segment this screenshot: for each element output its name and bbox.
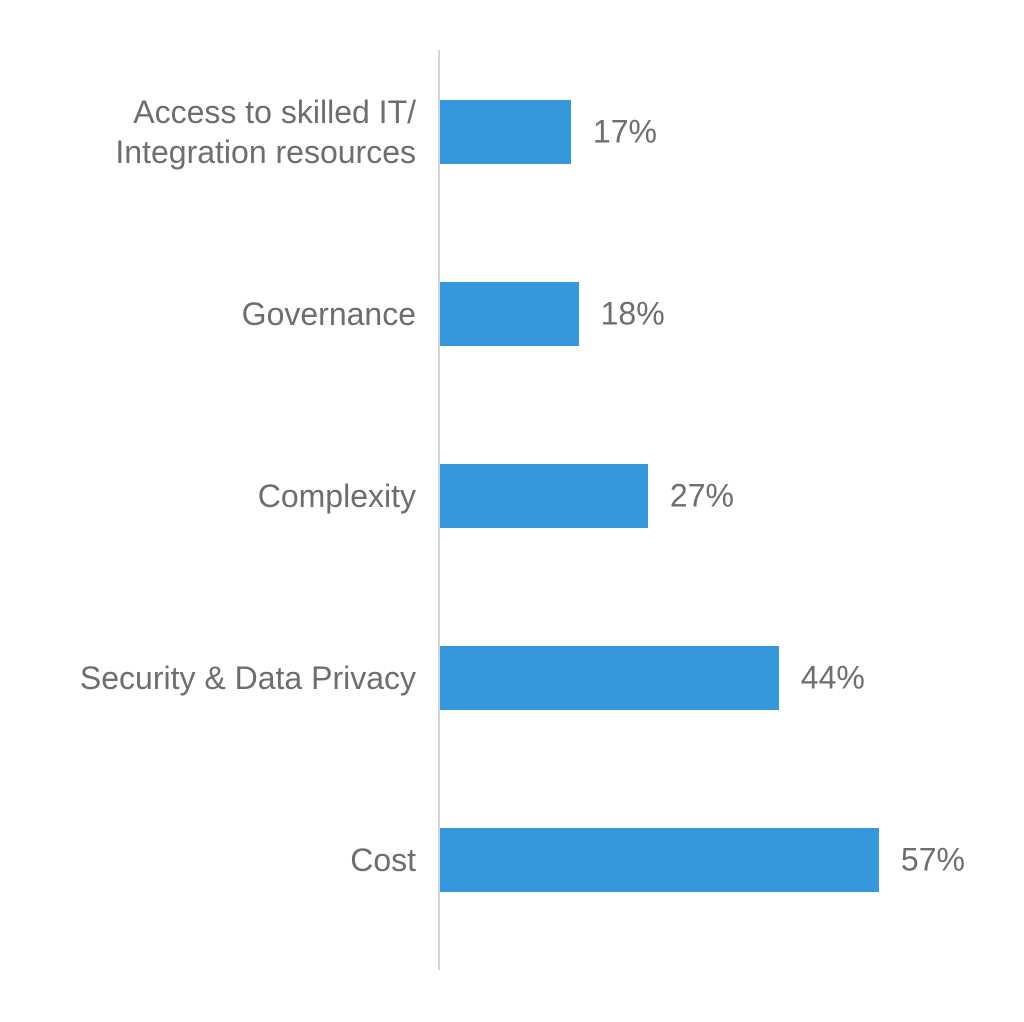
horizontal-bar-chart: Access to skilled IT/ Integration resour… [0, 50, 1024, 970]
bar-row: Complexity 27% [0, 464, 1024, 528]
bar [440, 464, 648, 528]
bar-value: 17% [593, 114, 657, 151]
bar-value: 57% [901, 842, 965, 879]
bar-row: Security & Data Privacy 44% [0, 646, 1024, 710]
bar-value: 18% [601, 296, 665, 333]
bar [440, 646, 779, 710]
bar-row: Governance 18% [0, 282, 1024, 346]
bar-value: 44% [801, 660, 865, 697]
bar-row: Access to skilled IT/ Integration resour… [0, 100, 1024, 164]
bar-label: Complexity [258, 476, 416, 516]
bar [440, 100, 571, 164]
bar-row: Cost 57% [0, 828, 1024, 892]
bar-label: Access to skilled IT/ Integration resour… [115, 92, 416, 172]
bar-label: Governance [242, 294, 416, 334]
bar [440, 282, 579, 346]
bar [440, 828, 879, 892]
bar-label: Cost [350, 840, 416, 880]
bar-label: Security & Data Privacy [80, 658, 416, 698]
bar-value: 27% [670, 478, 734, 515]
